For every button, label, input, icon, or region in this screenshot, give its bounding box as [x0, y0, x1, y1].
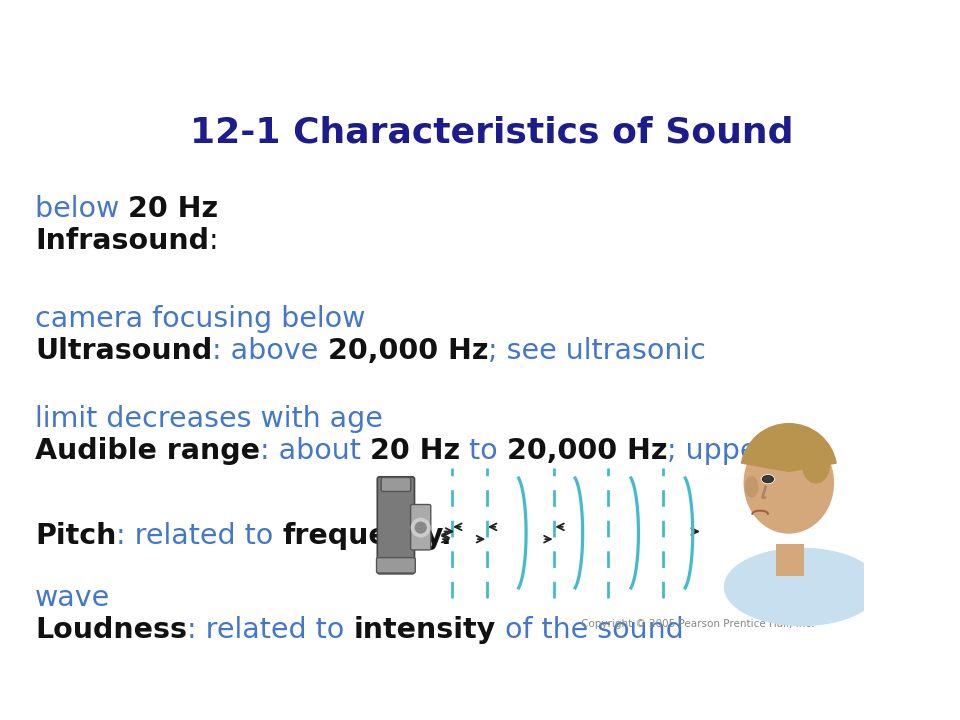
Text: to: to: [460, 437, 507, 465]
Text: 20 Hz: 20 Hz: [129, 195, 218, 222]
Ellipse shape: [762, 476, 774, 482]
Text: Pitch: Pitch: [35, 522, 116, 550]
Ellipse shape: [725, 549, 879, 626]
Text: Audible range: Audible range: [35, 437, 260, 465]
Text: 20,000 Hz: 20,000 Hz: [327, 337, 488, 365]
Text: 12-1 Characteristics of Sound: 12-1 Characteristics of Sound: [190, 116, 794, 150]
Text: intensity: intensity: [353, 616, 495, 644]
Text: of the sound: of the sound: [495, 616, 684, 644]
Ellipse shape: [761, 475, 774, 483]
FancyBboxPatch shape: [377, 477, 415, 574]
Circle shape: [416, 522, 426, 533]
Text: Infrasound: Infrasound: [35, 227, 209, 255]
Text: 20 Hz: 20 Hz: [370, 437, 460, 465]
Text: Loudness: Loudness: [35, 616, 187, 644]
Text: limit decreases with age: limit decreases with age: [35, 405, 383, 433]
Ellipse shape: [745, 477, 757, 497]
FancyBboxPatch shape: [376, 557, 416, 573]
FancyBboxPatch shape: [381, 477, 411, 492]
Text: : above: : above: [212, 337, 327, 365]
Text: : about: : about: [260, 437, 370, 465]
FancyBboxPatch shape: [777, 544, 804, 576]
Ellipse shape: [764, 477, 772, 482]
Wedge shape: [741, 423, 836, 472]
Text: camera focusing below: camera focusing below: [35, 305, 366, 333]
Text: ; upper: ; upper: [667, 437, 770, 465]
Text: Copyright © 2005 Pearson Prentice Hall, Inc.: Copyright © 2005 Pearson Prentice Hall, …: [581, 619, 815, 629]
Text: Ultrasound: Ultrasound: [35, 337, 212, 365]
Text: :: :: [209, 227, 219, 255]
Circle shape: [412, 518, 430, 537]
Text: : related to: : related to: [187, 616, 353, 644]
Ellipse shape: [803, 444, 829, 483]
Ellipse shape: [744, 433, 833, 533]
Text: : related to: : related to: [116, 522, 282, 550]
Text: wave: wave: [35, 584, 110, 611]
FancyBboxPatch shape: [411, 505, 431, 550]
Text: ; see ultrasonic: ; see ultrasonic: [488, 337, 706, 365]
Text: frequency.: frequency.: [282, 522, 452, 550]
Text: below: below: [35, 195, 129, 222]
Text: 20,000 Hz: 20,000 Hz: [507, 437, 667, 465]
